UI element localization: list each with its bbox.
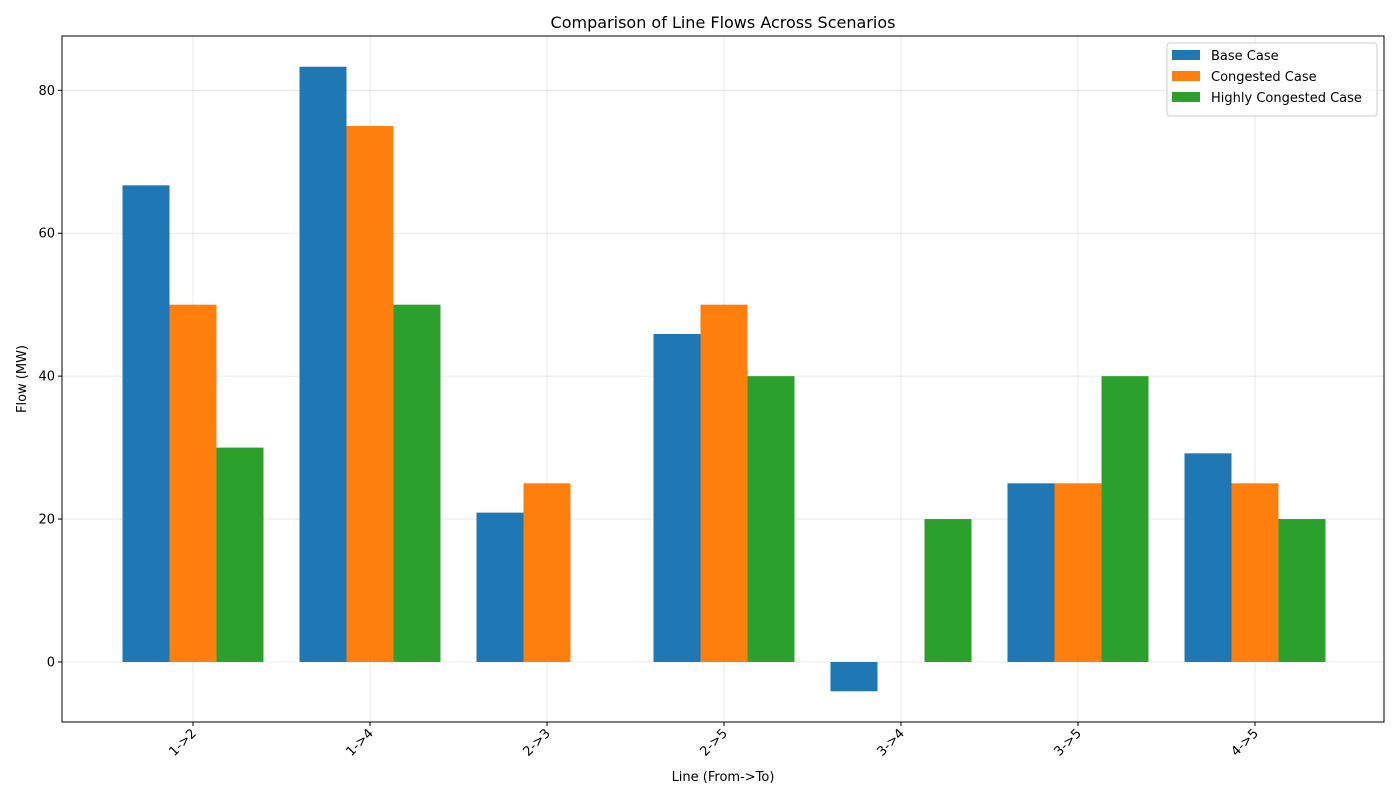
bar (523, 483, 571, 662)
bar (299, 66, 347, 662)
bar (169, 304, 217, 662)
x-axis: 1->2 1->4 2->3 2->5 3->4 3->5 4->5 (166, 722, 1262, 760)
bar (653, 333, 701, 662)
bar (122, 185, 170, 662)
x-tick-label: 1->4 (343, 726, 376, 759)
bar (1278, 519, 1326, 662)
legend-label: Congested Case (1211, 70, 1317, 85)
x-axis-label: Line (From->To) (672, 770, 775, 785)
y-axis-label: Flow (MW) (15, 345, 30, 413)
legend-label: Base Case (1211, 49, 1279, 64)
bar (830, 661, 878, 692)
x-tick-label: 4->5 (1228, 726, 1261, 759)
bar (924, 519, 972, 662)
x-tick-label: 3->4 (874, 726, 907, 759)
bars (122, 66, 1326, 692)
legend: Base Case Congested Case Highly Congested … (1166, 42, 1378, 117)
x-tick-label: 2->3 (520, 726, 553, 759)
legend-frame (1166, 42, 1378, 117)
bar (747, 376, 795, 662)
bar (393, 304, 441, 662)
chart-title: Comparison of Line Flows Across Scenario… (551, 13, 896, 32)
legend-swatch (1172, 92, 1200, 102)
plot-frame (61, 35, 1385, 723)
bar (1184, 453, 1232, 662)
legend-swatch (1172, 50, 1200, 60)
bar (216, 447, 264, 662)
legend-label: Highly Congested Case (1211, 91, 1362, 106)
bar (476, 512, 524, 662)
y-tick-label: 20 (38, 513, 55, 528)
bar (346, 126, 394, 662)
bar (700, 304, 748, 662)
bar (1101, 376, 1149, 662)
x-tick-label: 1->2 (166, 726, 199, 759)
bar (1054, 483, 1102, 662)
y-axis: 0 20 40 60 80 (38, 84, 62, 670)
bar (1007, 483, 1055, 662)
bar (1231, 483, 1279, 662)
y-tick-label: 60 (38, 227, 55, 242)
y-tick-label: 0 (47, 655, 55, 670)
y-tick-label: 80 (38, 84, 55, 99)
legend-swatch (1172, 71, 1200, 81)
x-tick-label: 2->5 (697, 726, 730, 759)
y-tick-label: 40 (38, 370, 55, 385)
x-tick-label: 3->5 (1051, 726, 1084, 759)
